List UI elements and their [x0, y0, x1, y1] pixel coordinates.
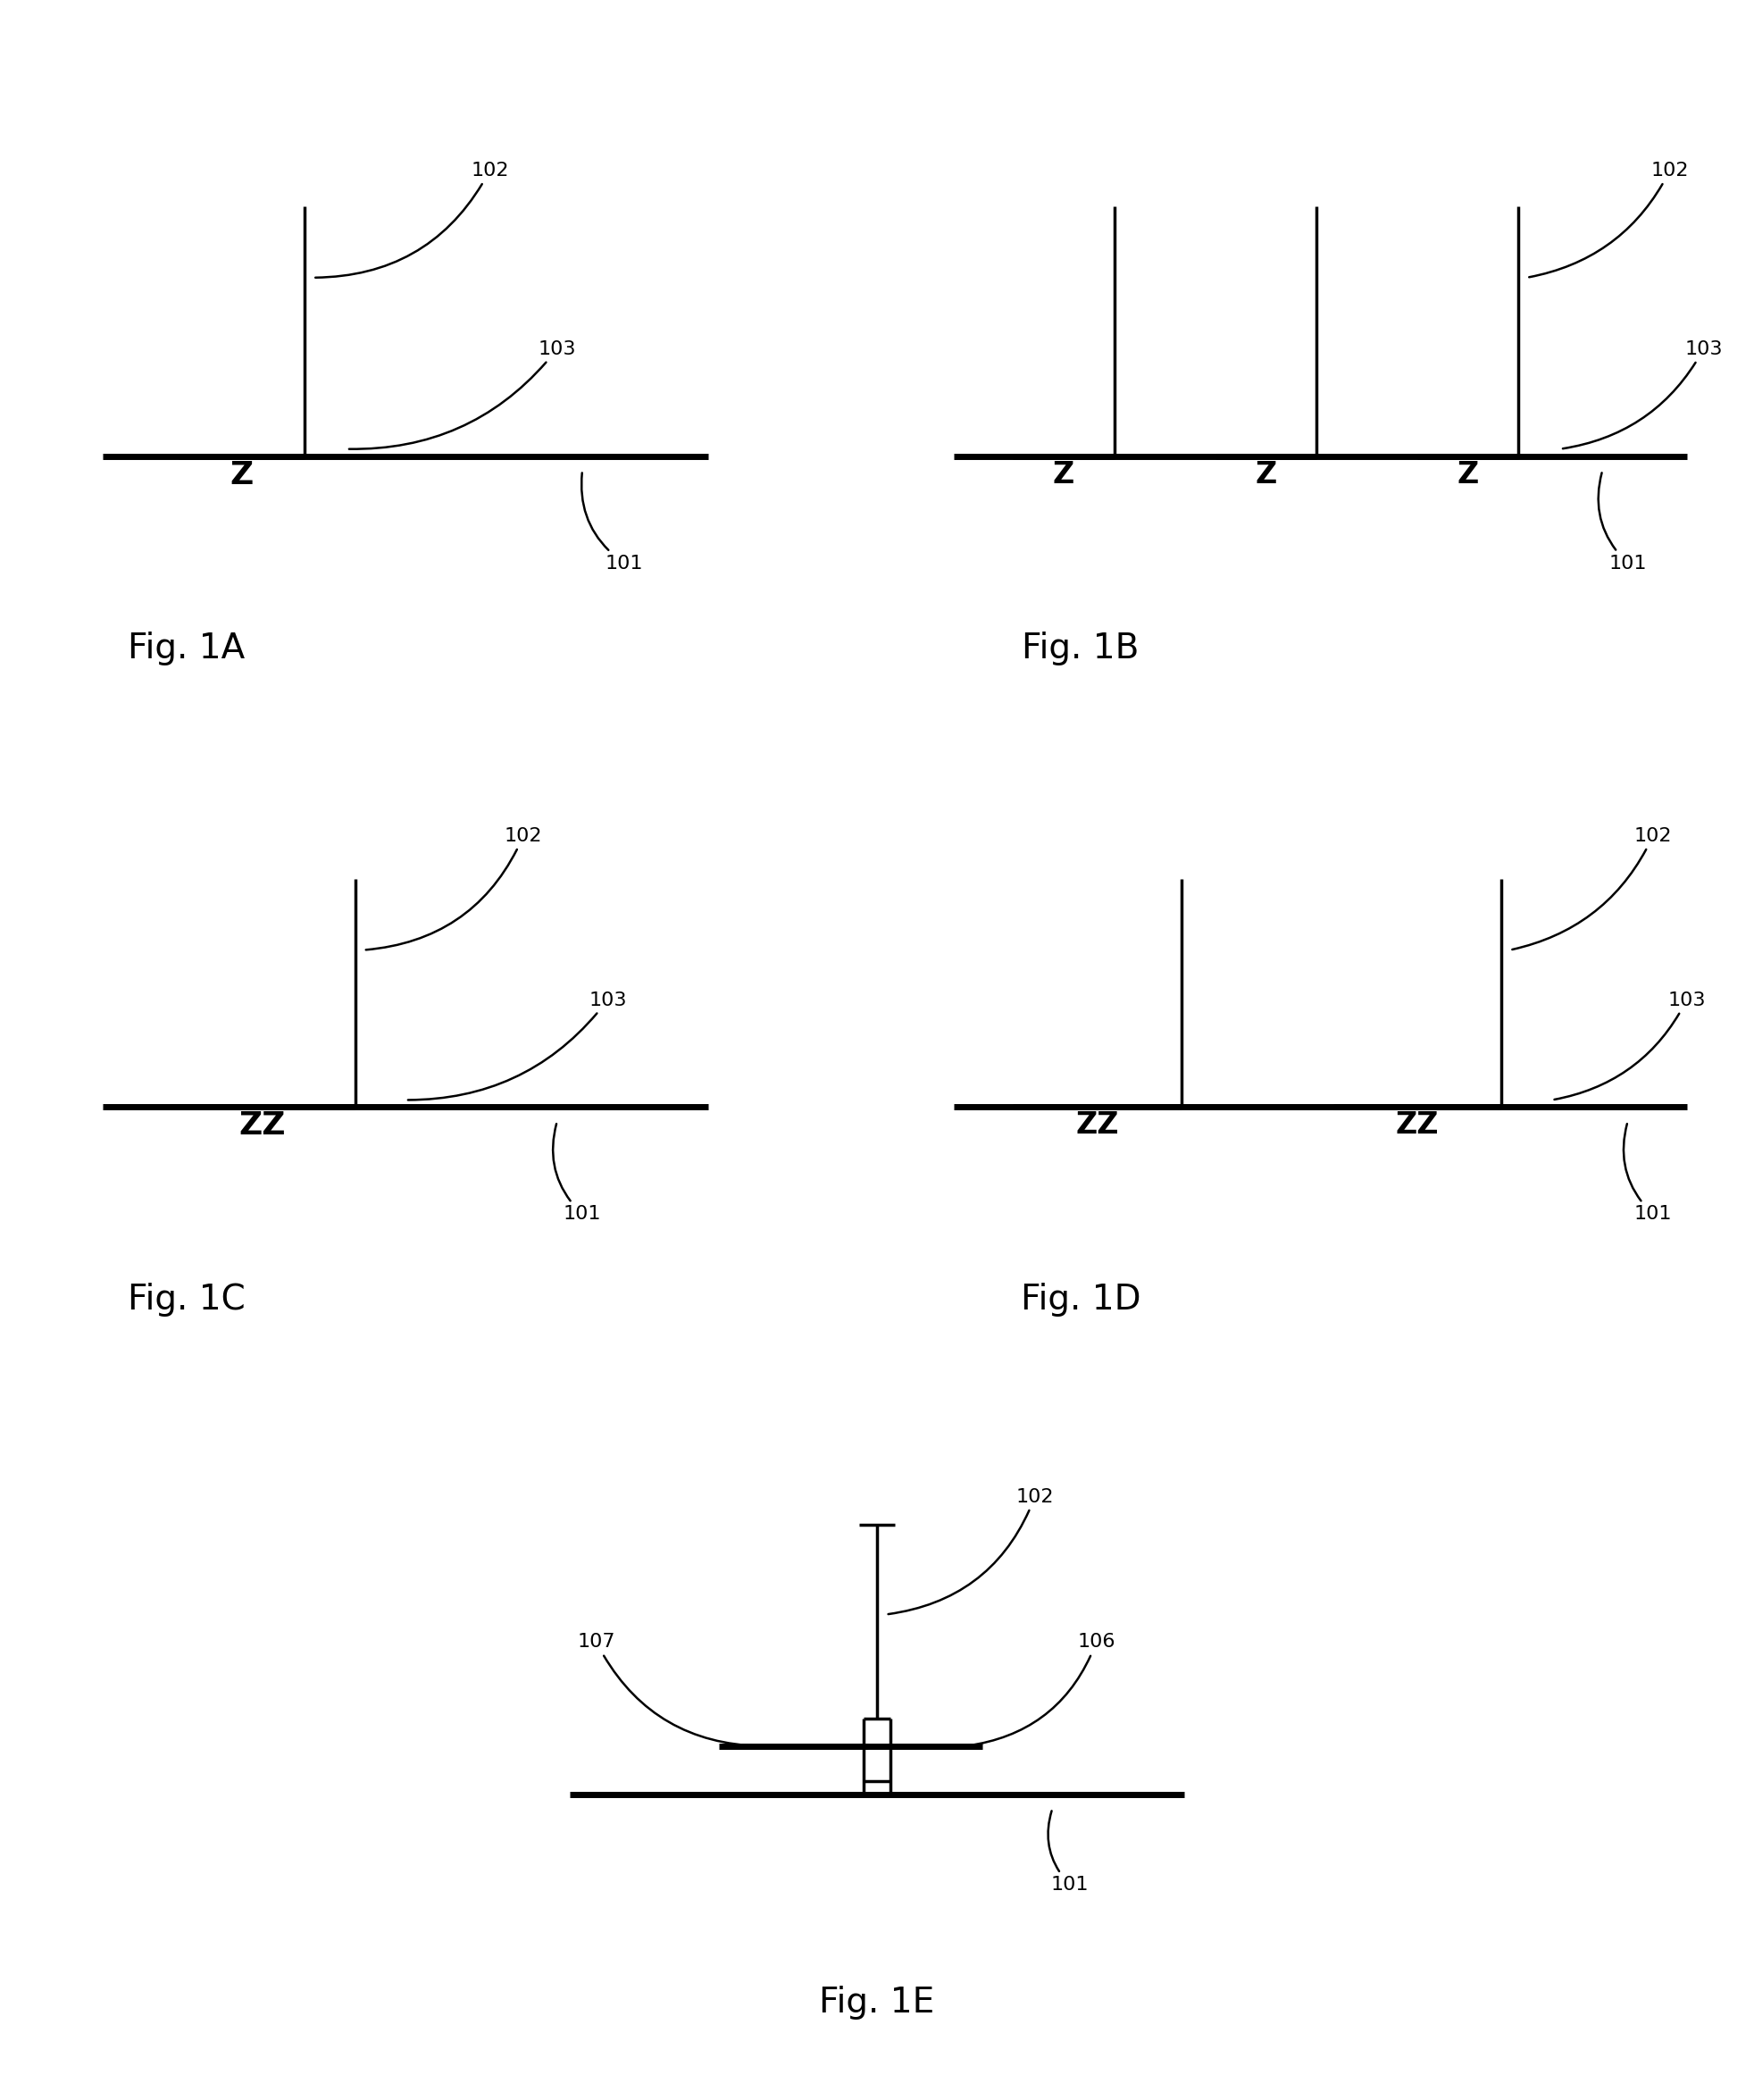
Text: Z: Z — [1052, 460, 1075, 489]
Text: Fig. 1E: Fig. 1E — [819, 1987, 935, 2020]
Text: 102: 102 — [367, 827, 542, 949]
Text: 102: 102 — [888, 1487, 1054, 1615]
Text: 103: 103 — [1554, 991, 1705, 1100]
Text: 101: 101 — [1598, 472, 1647, 571]
Text: 103: 103 — [1563, 340, 1722, 449]
Text: 101: 101 — [1049, 1810, 1089, 1894]
Text: 106: 106 — [966, 1634, 1116, 1745]
Text: 103: 103 — [349, 340, 575, 449]
Text: 101: 101 — [1624, 1124, 1672, 1222]
Text: Fig. 1B: Fig. 1B — [1023, 632, 1138, 666]
Text: Z: Z — [230, 460, 253, 489]
Text: 102: 102 — [316, 162, 509, 277]
Text: 107: 107 — [577, 1634, 761, 1745]
Text: 102: 102 — [1529, 162, 1689, 277]
Text: 101: 101 — [553, 1124, 602, 1222]
Text: Z: Z — [1254, 460, 1277, 489]
Text: ZZ: ZZ — [1075, 1111, 1119, 1140]
Text: Fig. 1A: Fig. 1A — [128, 632, 246, 666]
Text: Fig. 1C: Fig. 1C — [128, 1283, 246, 1317]
Text: 101: 101 — [582, 472, 644, 571]
Text: 102: 102 — [1512, 827, 1672, 949]
Text: ZZ: ZZ — [1396, 1111, 1438, 1140]
Text: Fig. 1D: Fig. 1D — [1021, 1283, 1140, 1317]
Text: ZZ: ZZ — [239, 1111, 286, 1140]
Text: 103: 103 — [409, 991, 626, 1100]
Text: Z: Z — [1458, 460, 1479, 489]
